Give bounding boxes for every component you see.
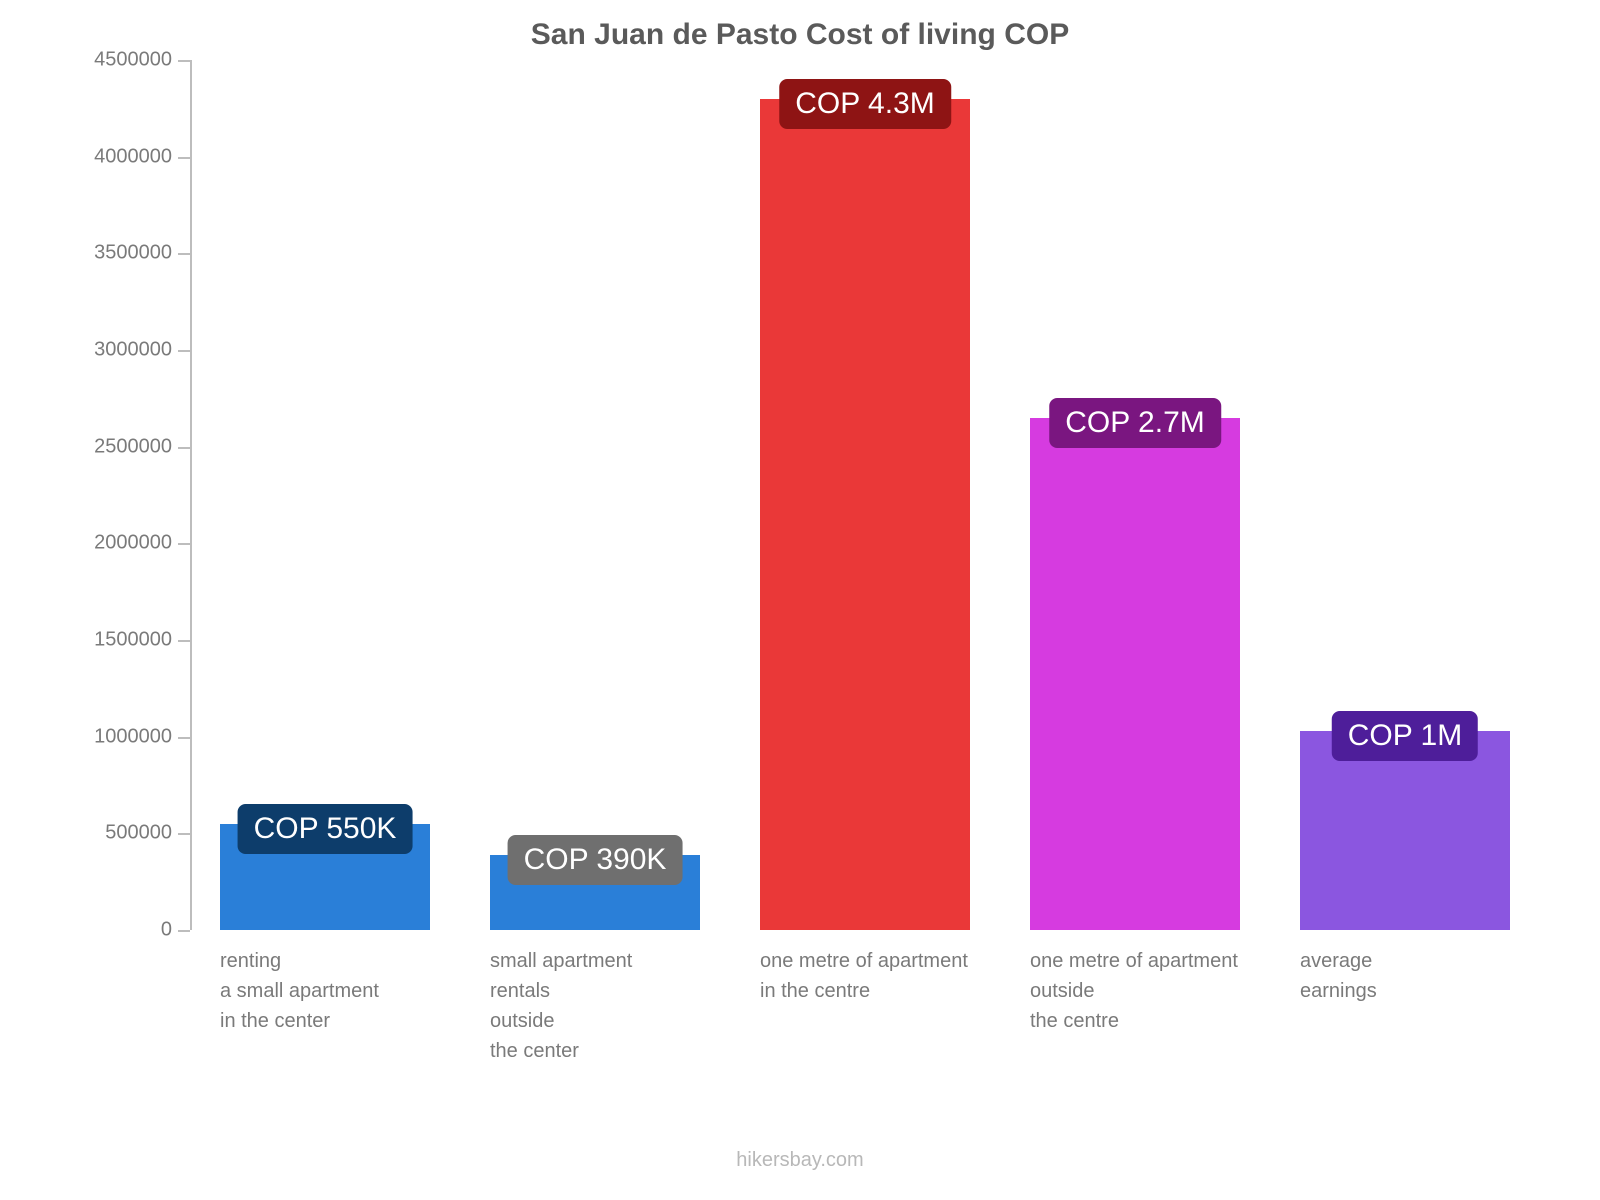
attribution: hikersbay.com [0, 1149, 1600, 1172]
y-tick [178, 833, 190, 835]
y-tick [178, 253, 190, 255]
y-tick [178, 447, 190, 449]
y-tick [178, 60, 190, 62]
x-axis-label: small apartment rentals outside the cent… [490, 946, 632, 1066]
bar [760, 99, 970, 930]
y-tick [178, 157, 190, 159]
plot-area: 0500000100000015000002000000250000030000… [190, 60, 1540, 930]
cost-of-living-chart: San Juan de Pasto Cost of living COP 050… [0, 0, 1600, 1200]
y-tick-label: 500000 [105, 822, 172, 845]
y-tick-label: 3500000 [94, 242, 172, 265]
y-tick-label: 2500000 [94, 435, 172, 458]
value-label: COP 2.7M [1049, 398, 1221, 448]
value-label: COP 390K [508, 835, 683, 885]
x-axis-label: renting a small apartment in the center [220, 946, 379, 1036]
y-tick-label: 3000000 [94, 339, 172, 362]
y-tick-label: 4500000 [94, 49, 172, 72]
chart-title: San Juan de Pasto Cost of living COP [0, 18, 1600, 52]
y-tick [178, 737, 190, 739]
value-label: COP 550K [238, 804, 413, 854]
y-tick [178, 930, 190, 932]
y-tick-label: 1500000 [94, 629, 172, 652]
y-tick-label: 4000000 [94, 145, 172, 168]
y-tick [178, 543, 190, 545]
x-axis-label: one metre of apartment in the centre [760, 946, 968, 1006]
x-axis-label: one metre of apartment outside the centr… [1030, 946, 1238, 1036]
y-tick [178, 350, 190, 352]
bar [1030, 418, 1240, 930]
y-tick [178, 640, 190, 642]
value-label: COP 1M [1332, 711, 1478, 761]
value-label: COP 4.3M [779, 79, 951, 129]
y-tick-label: 2000000 [94, 532, 172, 555]
y-tick-label: 0 [161, 919, 172, 942]
bars-layer: COP 550K COP 390K COP 4.3M COP 2.7M COP 1M [190, 60, 1540, 930]
y-tick-label: 1000000 [94, 725, 172, 748]
x-axis-label: average earnings [1300, 946, 1377, 1006]
